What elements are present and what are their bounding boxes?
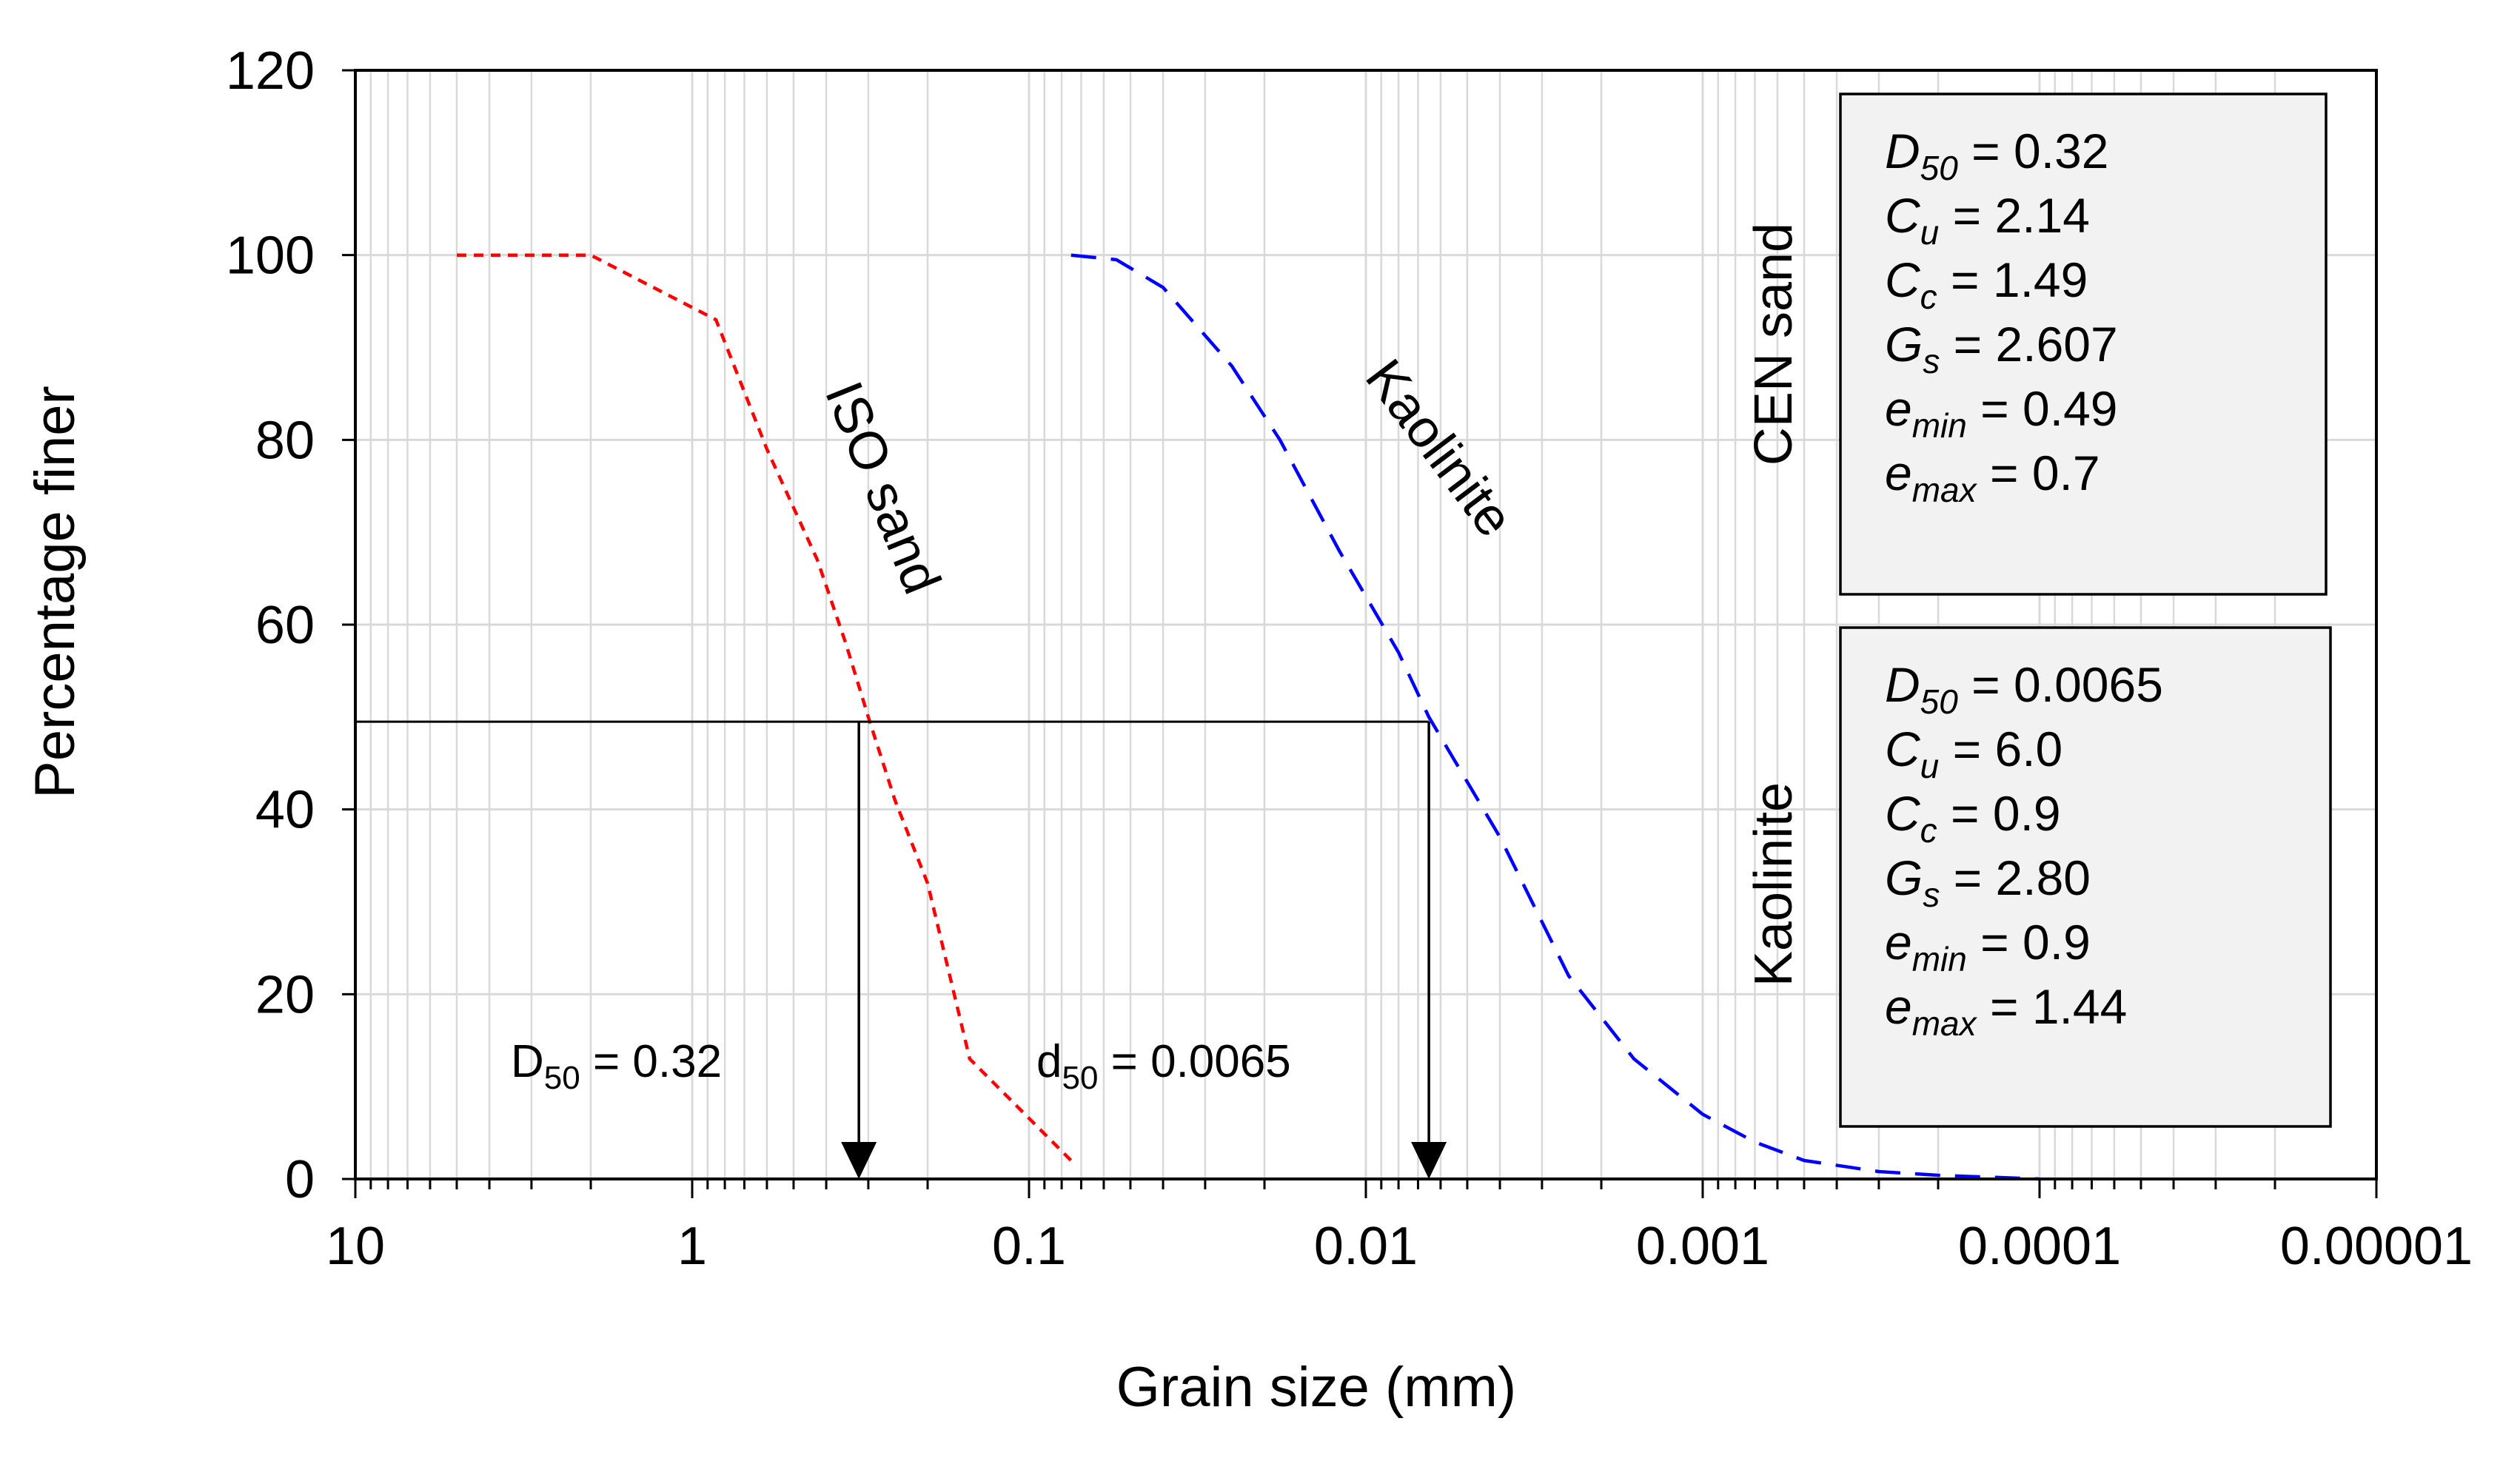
iso-sand-curve — [457, 253, 1073, 1162]
x-tick-label: 0.01 — [1314, 1217, 1418, 1276]
property-row: D50 = 0.32 — [1885, 124, 2109, 187]
x-tick-label: 1 — [677, 1217, 707, 1276]
property-box-title: CEN sand — [1744, 223, 1803, 466]
d50-arrowhead — [1411, 1142, 1447, 1179]
axis-layer: 0 20 40 60 80 100 120 10 1 0.1 0.01 0.001 0.0001 0.00… — [226, 41, 2473, 1276]
x-axis-title: Grain size (mm) — [1116, 1356, 1516, 1419]
d50-annotation: d50 = 0.0065 — [1036, 1036, 1291, 1096]
text-layer: Percentage finer Grain size (mm) ISO san… — [24, 349, 1524, 1419]
x-tick-label: 10 — [326, 1217, 385, 1276]
x-tick-label: 0.001 — [1636, 1217, 1769, 1276]
property-row: Cc = 1.49 — [1885, 252, 2088, 316]
guide-layer: D50 = 0.32 d50 = 0.0065 — [355, 720, 1447, 1179]
property-box — [1839, 626, 2332, 1128]
y-tick-label: 60 — [255, 596, 315, 655]
property-row: Cu = 6.0 — [1885, 722, 2062, 785]
y-tick-label: 80 — [255, 411, 315, 470]
kaolinite-curve-label: Kaolinite — [1354, 349, 1524, 548]
y-tick-label: 120 — [226, 41, 315, 101]
y-axis-title: Percentage finer — [24, 386, 87, 799]
y-tick-label: 100 — [226, 226, 315, 286]
curve-layer — [457, 253, 2040, 1181]
property-row: Cc = 0.9 — [1885, 786, 2061, 850]
property-row: Gs = 2.607 — [1885, 317, 2118, 380]
iso-sand-curve-label: ISO sand — [814, 374, 952, 602]
property-row: emax = 1.44 — [1885, 979, 2127, 1043]
y-tick-label: 20 — [255, 965, 315, 1024]
y-tick-label: 0 — [285, 1150, 315, 1209]
d50-annotation: D50 = 0.32 — [511, 1036, 722, 1096]
property-row: emin = 0.9 — [1885, 915, 2091, 978]
x-tick-label: 0.1 — [992, 1217, 1066, 1276]
x-tick-label: 0.0001 — [1958, 1217, 2121, 1276]
property-row: D50 = 0.0065 — [1885, 657, 2163, 721]
plot-frame — [354, 69, 2378, 1180]
property-row: Gs = 2.80 — [1885, 850, 2091, 914]
property-box-title: Kaolinite — [1744, 782, 1803, 987]
property-row: emax = 0.7 — [1885, 446, 2100, 509]
property-row: Cu = 2.14 — [1885, 188, 2090, 252]
property-row: emin = 0.49 — [1885, 381, 2118, 445]
x-tick-label: 0.00001 — [2280, 1217, 2473, 1276]
property-box — [1839, 93, 2328, 596]
d50-arrowhead — [841, 1142, 877, 1179]
kaolinite-curve — [1070, 253, 2040, 1181]
y-tick-label: 40 — [255, 781, 315, 840]
